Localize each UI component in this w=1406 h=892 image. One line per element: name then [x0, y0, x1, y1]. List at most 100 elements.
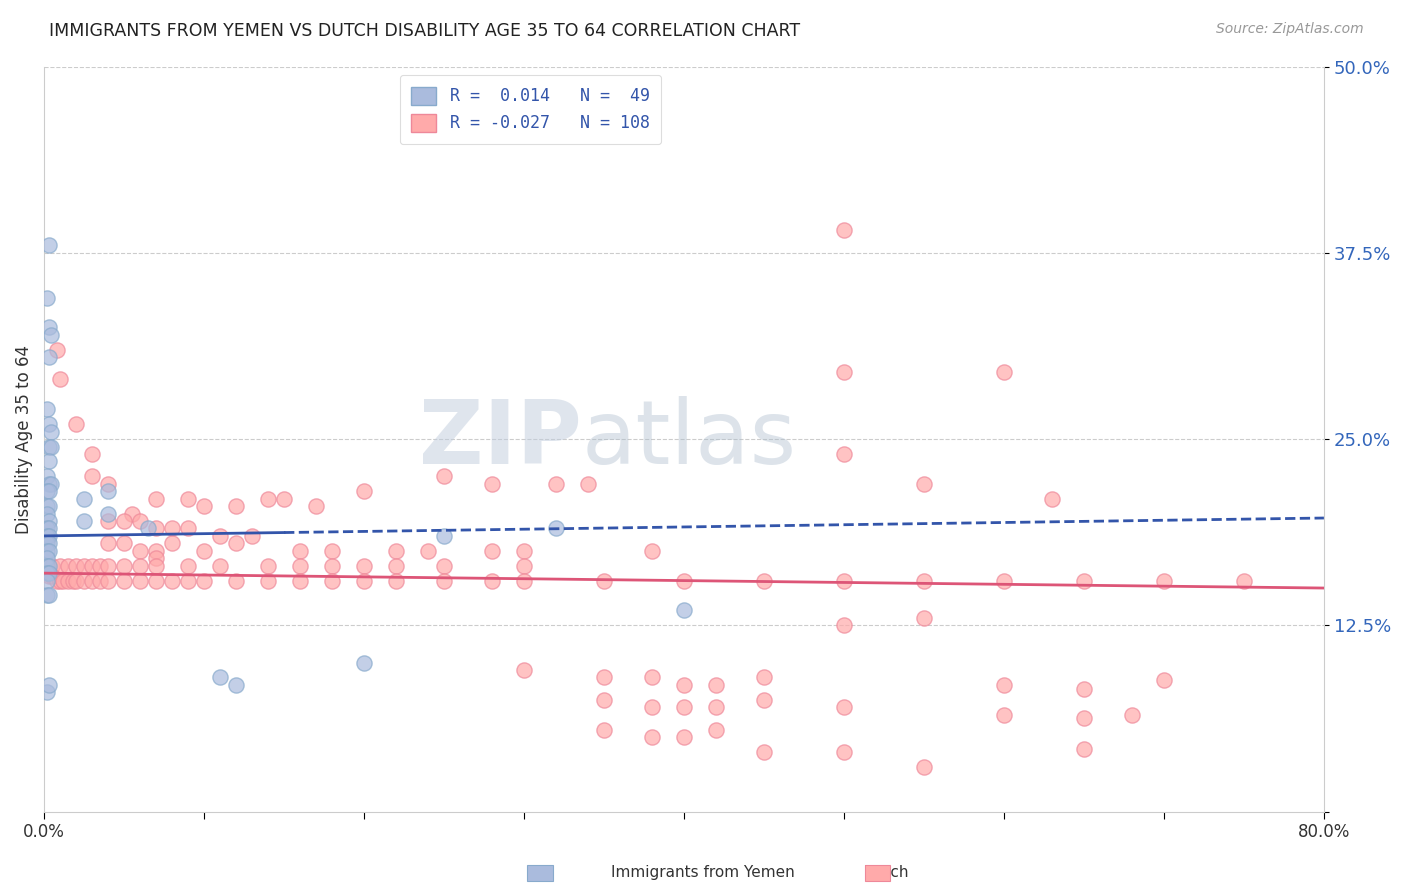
- Point: [513, 558, 536, 573]
- Point: [1040, 491, 1063, 506]
- Point: [321, 574, 343, 588]
- Point: [544, 521, 567, 535]
- Point: [89, 574, 111, 588]
- Point: [38, 417, 60, 432]
- Text: Immigrants from Yemen: Immigrants from Yemen: [612, 865, 794, 880]
- Point: [288, 543, 311, 558]
- Point: [832, 365, 855, 379]
- Point: [160, 574, 183, 588]
- Point: [112, 574, 135, 588]
- Point: [73, 491, 96, 506]
- Point: [38, 536, 60, 550]
- Point: [49, 558, 72, 573]
- Point: [912, 611, 935, 625]
- Point: [37, 558, 59, 573]
- Point: [433, 529, 456, 543]
- Point: [672, 678, 695, 692]
- Point: [209, 529, 232, 543]
- Point: [37, 574, 59, 588]
- Point: [465, 104, 488, 119]
- Point: [129, 558, 152, 573]
- Text: Dutch: Dutch: [863, 865, 908, 880]
- Point: [481, 543, 503, 558]
- Point: [993, 707, 1015, 722]
- Point: [672, 730, 695, 744]
- Point: [416, 543, 439, 558]
- Point: [1121, 707, 1143, 722]
- Point: [37, 551, 59, 566]
- Point: [38, 350, 60, 364]
- Point: [82, 574, 104, 588]
- Point: [832, 223, 855, 237]
- Point: [41, 558, 63, 573]
- Text: ZIP: ZIP: [419, 395, 582, 483]
- Point: [257, 491, 280, 506]
- Point: [112, 536, 135, 550]
- Point: [82, 558, 104, 573]
- Point: [38, 238, 60, 252]
- Y-axis label: Disability Age 35 to 64: Disability Age 35 to 64: [15, 344, 32, 533]
- Point: [52, 574, 75, 588]
- Point: [177, 521, 200, 535]
- Point: [145, 558, 167, 573]
- Point: [385, 558, 408, 573]
- Point: [544, 476, 567, 491]
- Point: [353, 484, 375, 499]
- Point: [353, 656, 375, 670]
- Point: [433, 574, 456, 588]
- Point: [832, 745, 855, 759]
- Point: [353, 574, 375, 588]
- Point: [97, 476, 120, 491]
- Point: [65, 417, 87, 432]
- Point: [1073, 711, 1095, 725]
- Point: [37, 589, 59, 603]
- Point: [145, 574, 167, 588]
- Point: [385, 574, 408, 588]
- Point: [209, 670, 232, 684]
- Point: [752, 670, 775, 684]
- Point: [37, 566, 59, 581]
- Legend: R =  0.014   N =  49, R = -0.027   N = 108: R = 0.014 N = 49, R = -0.027 N = 108: [399, 75, 661, 144]
- Point: [1073, 682, 1095, 697]
- Point: [37, 291, 59, 305]
- Text: IMMIGRANTS FROM YEMEN VS DUTCH DISABILITY AGE 35 TO 64 CORRELATION CHART: IMMIGRANTS FROM YEMEN VS DUTCH DISABILIT…: [49, 22, 800, 40]
- Point: [39, 327, 62, 342]
- Point: [65, 558, 87, 573]
- Point: [97, 507, 120, 521]
- Point: [704, 723, 727, 737]
- Point: [112, 558, 135, 573]
- Point: [160, 536, 183, 550]
- Point: [832, 618, 855, 632]
- Point: [257, 558, 280, 573]
- Point: [38, 589, 60, 603]
- Point: [89, 558, 111, 573]
- Point: [38, 566, 60, 581]
- Point: [912, 760, 935, 774]
- Point: [136, 521, 159, 535]
- Point: [39, 440, 62, 454]
- Point: [37, 402, 59, 417]
- Point: [993, 574, 1015, 588]
- Point: [193, 574, 215, 588]
- Point: [49, 574, 72, 588]
- Point: [73, 558, 96, 573]
- Point: [37, 536, 59, 550]
- Point: [73, 514, 96, 528]
- Point: [1073, 742, 1095, 756]
- Point: [73, 574, 96, 588]
- Point: [832, 447, 855, 461]
- Point: [240, 529, 263, 543]
- Point: [752, 574, 775, 588]
- Point: [38, 476, 60, 491]
- Point: [209, 558, 232, 573]
- Point: [145, 543, 167, 558]
- Point: [993, 365, 1015, 379]
- Point: [41, 569, 63, 583]
- Point: [129, 574, 152, 588]
- Point: [38, 320, 60, 334]
- Point: [37, 507, 59, 521]
- Point: [82, 447, 104, 461]
- Point: [112, 514, 135, 528]
- Text: Source: ZipAtlas.com: Source: ZipAtlas.com: [1216, 22, 1364, 37]
- Point: [912, 574, 935, 588]
